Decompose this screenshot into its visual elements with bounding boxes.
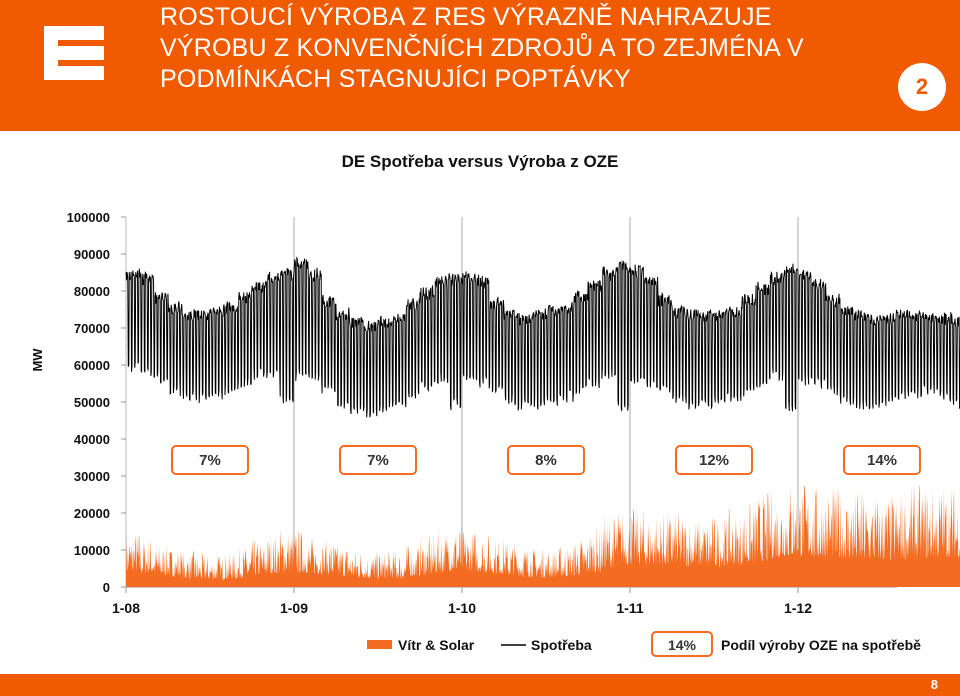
y-tick-label: 20000: [74, 506, 110, 521]
share-box-frame: [675, 445, 753, 475]
x-tick-label: 1-11: [616, 600, 643, 616]
y-tick-label: 80000: [74, 284, 110, 299]
share-annotations: 7% 7% 8% 12% 14%: [171, 445, 921, 475]
share-box-frame: [843, 445, 921, 475]
consumption-vs-res-chart: DE Spotřeba versus Výroba z OZE MW 0 1000…: [30, 152, 960, 657]
series-vitr-solar: [126, 484, 960, 587]
legend-box-label: Podíl výroby OZE na spotřebě: [721, 637, 921, 653]
x-tick-label: 1-08: [112, 600, 140, 616]
footer-page-number: 8: [930, 677, 938, 692]
x-axis-ticks: 1-08 1-09 1-10 1-11 1-12: [112, 586, 897, 616]
legend-area-label: Vítr & Solar: [398, 637, 475, 653]
share-box-label: 7%: [367, 452, 389, 469]
header-bar: ROSTOUCÍ VÝROBA Z RES VÝRAZNĚ NAHRAZUJE …: [0, 0, 960, 131]
share-box-2011: 12%: [675, 445, 753, 475]
share-box-label: 14%: [867, 452, 897, 469]
y-tick-label: 70000: [74, 321, 110, 336]
spotreba-line: [125, 256, 960, 418]
slide-title: ROSTOUCÍ VÝROBA Z RES VÝRAZNĚ NAHRAZUJE …: [160, 2, 880, 95]
y-tick-label: 0: [103, 580, 110, 595]
y-axis-ticks: 0 10000 20000 30000 40000 50000 60000 70000 8000…: [67, 210, 127, 595]
y-tick-label: 10000: [74, 543, 110, 558]
y-axis-label: MW: [30, 348, 45, 372]
footer-bar: 8: [0, 674, 960, 696]
y-tick-label: 50000: [74, 395, 110, 410]
share-box-frame: [507, 445, 585, 475]
share-box-label: 8%: [535, 452, 557, 469]
share-box-2010: 8%: [507, 445, 585, 475]
vitr-solar-area: [126, 484, 960, 587]
y-tick-label: 90000: [74, 247, 110, 262]
x-tick-label: 1-12: [784, 600, 812, 616]
legend-box-sample: 14%: [668, 637, 697, 653]
y-tick-label: 60000: [74, 358, 110, 373]
share-box-label: 12%: [699, 452, 729, 469]
slide-title-line-1: ROSTOUCÍ VÝROBA Z RES VÝRAZNĚ NAHRAZUJE: [160, 3, 772, 31]
cez-logo-icon: [44, 26, 104, 80]
x-tick-label: 1-09: [280, 600, 308, 616]
share-box-label: 7%: [199, 452, 221, 469]
slide-title-line-2: VÝROBU Z KONVENČNÍCH ZDROJŮ A TO ZEJMÉNA…: [160, 34, 804, 62]
y-tick-label: 40000: [74, 432, 110, 447]
slide-title-line-3: PODMÍNKÁCH STAGNUJÍCI POPTÁVKY: [160, 65, 631, 93]
legend-line-label: Spotřeba: [531, 637, 592, 653]
x-tick-label: 1-10: [448, 600, 476, 616]
page-badge: 2: [898, 63, 946, 111]
share-box-2009: 7%: [339, 445, 417, 475]
share-box-frame: [171, 445, 249, 475]
chart-title: DE Spotřeba versus Výroba z OZE: [342, 152, 619, 171]
y-tick-label: 30000: [74, 469, 110, 484]
legend: Vítr & Solar Spotřeba 14% Podíl výroby O…: [367, 631, 921, 657]
y-tick-label: 100000: [67, 210, 110, 225]
share-box-2012: 14%: [843, 445, 921, 475]
legend-area-swatch: [367, 640, 392, 649]
legend-box-swatch: [651, 631, 713, 657]
share-box-frame: [339, 445, 417, 475]
series-spotreba: [125, 256, 960, 418]
share-box-2008: 7%: [171, 445, 249, 475]
